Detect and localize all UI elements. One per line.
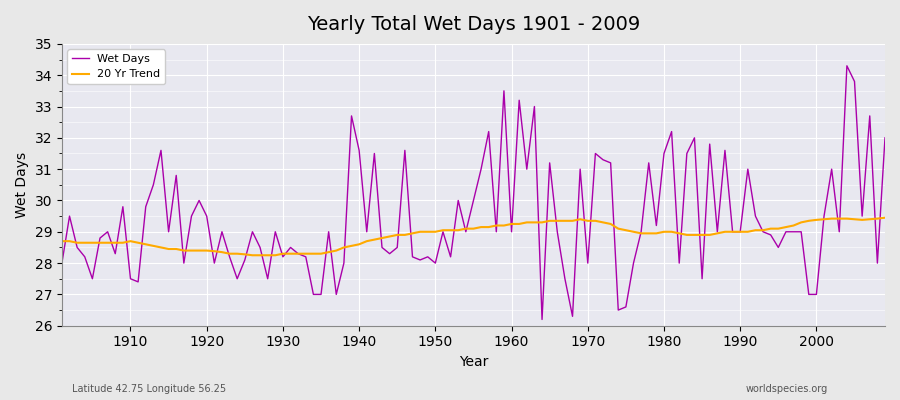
Y-axis label: Wet Days: Wet Days [15,152,29,218]
Wet Days [506,229,517,234]
X-axis label: Year: Year [459,355,488,369]
Wet Days [285,245,296,250]
Text: worldspecies.org: worldspecies.org [746,384,828,394]
20 Yr Trend [506,222,517,226]
Wet Days [842,64,852,68]
Text: Latitude 42.75 Longitude 56.25: Latitude 42.75 Longitude 56.25 [72,384,226,394]
Wet Days [499,88,509,93]
20 Yr Trend [605,222,616,226]
Line: Wet Days: Wet Days [62,66,885,320]
Wet Days [331,292,342,297]
Line: 20 Yr Trend: 20 Yr Trend [62,218,885,255]
Wet Days [57,261,68,266]
20 Yr Trend [247,253,257,258]
20 Yr Trend [292,251,303,256]
Wet Days [536,317,547,322]
Wet Days [605,160,616,165]
Wet Days [879,136,890,140]
20 Yr Trend [338,245,349,250]
Wet Days [118,204,129,209]
Title: Yearly Total Wet Days 1901 - 2009: Yearly Total Wet Days 1901 - 2009 [307,15,640,34]
Legend: Wet Days, 20 Yr Trend: Wet Days, 20 Yr Trend [68,50,165,84]
20 Yr Trend [514,222,525,226]
20 Yr Trend [57,239,68,244]
20 Yr Trend [118,240,129,245]
20 Yr Trend [879,215,890,220]
